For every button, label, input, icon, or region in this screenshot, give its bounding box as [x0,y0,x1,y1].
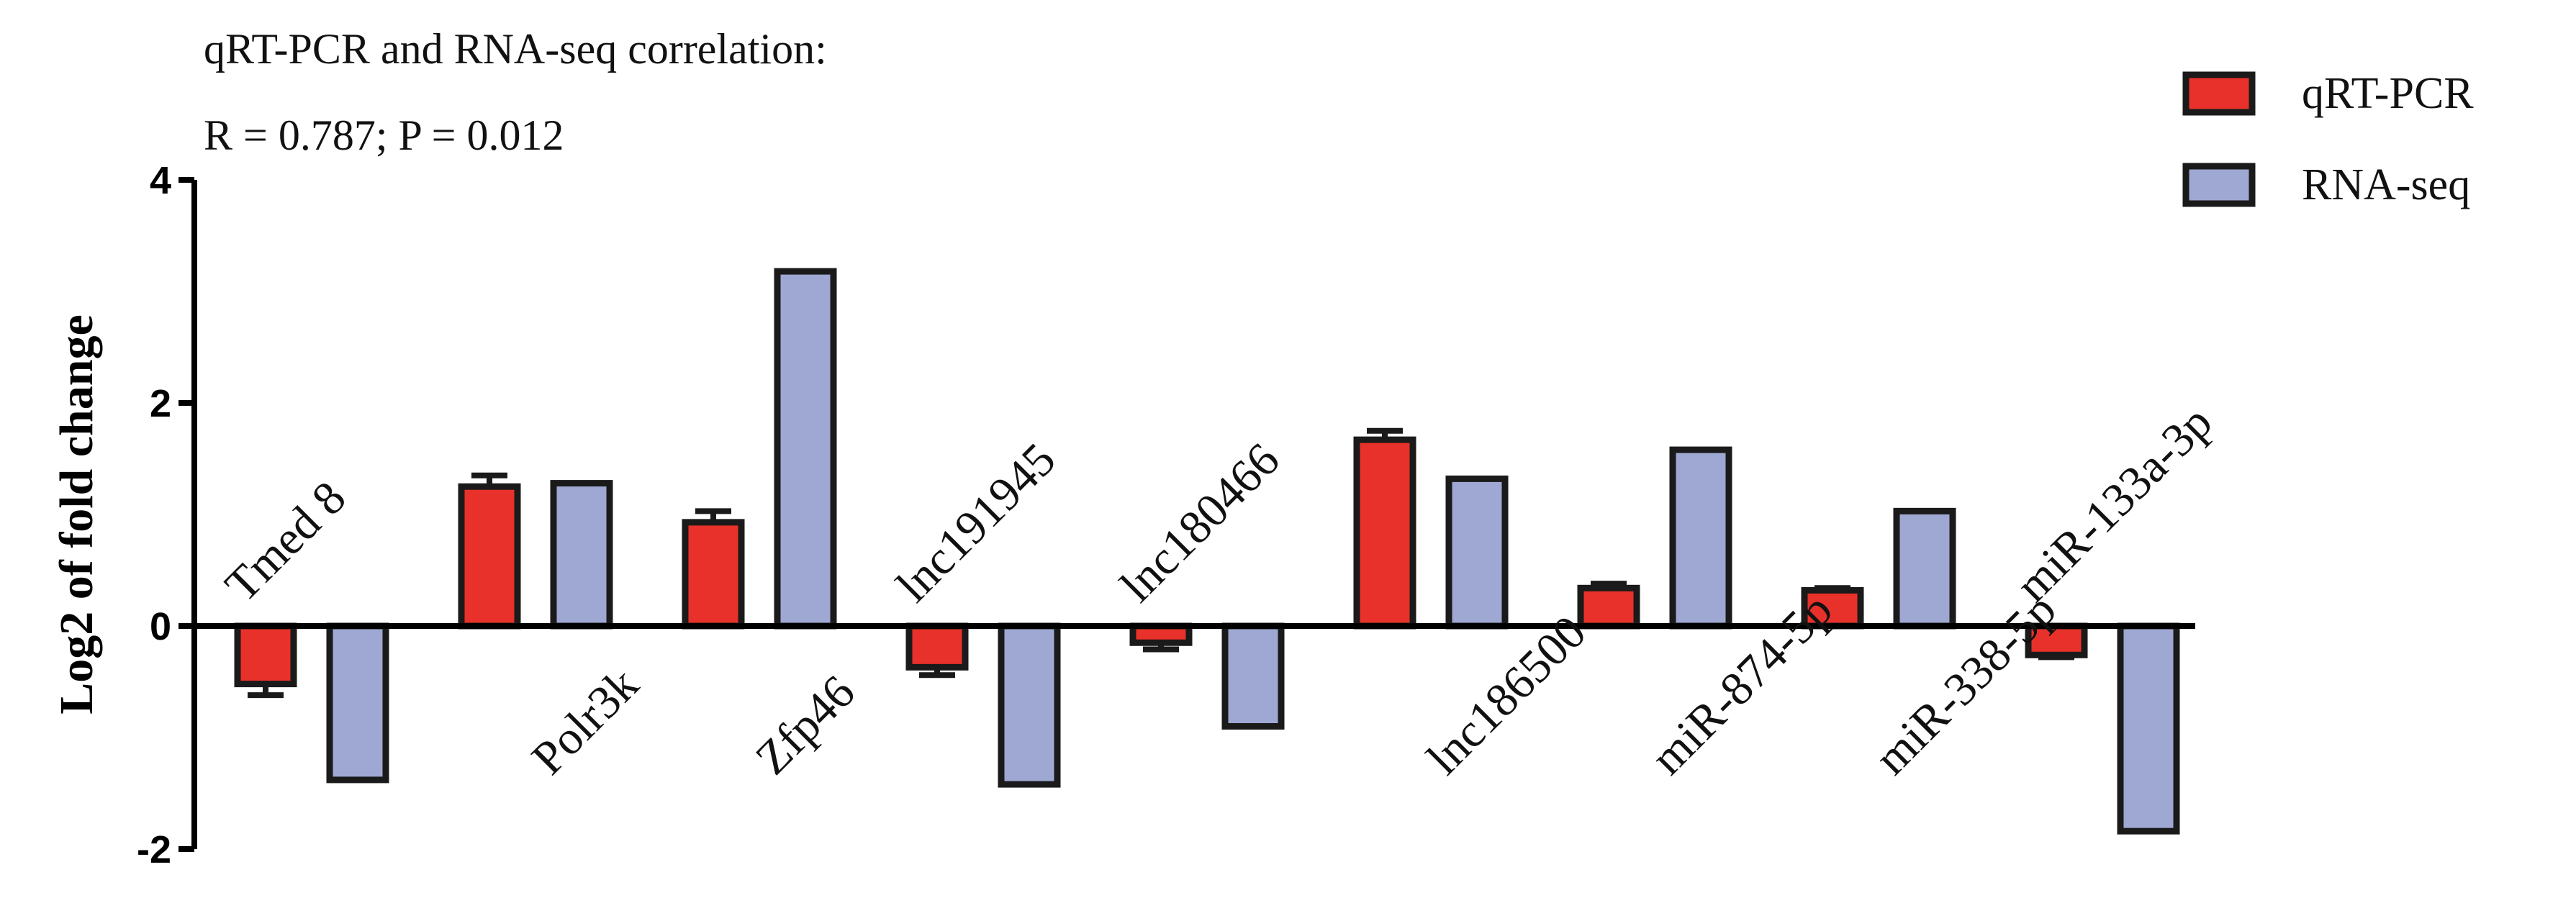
legend-label-qrtpcr: qRT-PCR [2302,69,2474,118]
bar-rnaseq [550,480,613,630]
bar-rnaseq [1445,475,1509,630]
category-label: Polr3k [522,658,648,785]
bar-rnaseq [1669,446,1732,630]
bar-rnaseq [1893,507,1956,630]
annotation-line-2: R = 0.787; P = 0.012 [204,112,564,159]
bar-rnaseq [2117,622,2180,835]
category-label: lnc180466 [1111,433,1290,612]
bar-qrtpcr [905,622,969,671]
category-label: Tmed 8 [215,471,356,612]
bar-qrtpcr [1353,436,1416,630]
bar-qrtpcr [682,519,745,630]
y-axis-label: Log2 of fold change [50,314,103,714]
bars [234,268,2180,835]
y-tick-label: 2 [150,382,171,425]
category-label: miR-133a-3p [2006,396,2222,612]
legend-label-rnaseq: RNA-seq [2302,160,2470,209]
bar-qrtpcr [458,483,521,630]
y-tick-label: -2 [137,828,171,871]
bar-rnaseq [1221,622,1285,730]
bar-qrtpcr [1577,584,1640,630]
bar-rnaseq [774,268,837,630]
category-label: Zfp46 [746,666,865,785]
legend: qRT-PCR RNA-seq [2182,69,2474,209]
legend-swatch-rnaseq [2182,163,2256,207]
category-label: lnc191945 [887,433,1066,612]
annotation-line-1: qRT-PCR and RNA-seq correlation: [204,25,827,73]
bar-rnaseq [998,622,1061,788]
y-tick-label: 4 [150,159,171,202]
correlation-annotation: qRT-PCR and RNA-seq correlation: R = 0.7… [204,25,827,159]
bar-rnaseq [326,622,389,784]
legend-swatch-qrtpcr [2182,71,2256,116]
axes: -2 0 2 4 Log2 of fold change [50,159,2195,871]
y-tick-label: 0 [150,605,171,648]
bar-qrtpcr [234,622,297,688]
category-label: lnc186500 [1417,606,1596,785]
